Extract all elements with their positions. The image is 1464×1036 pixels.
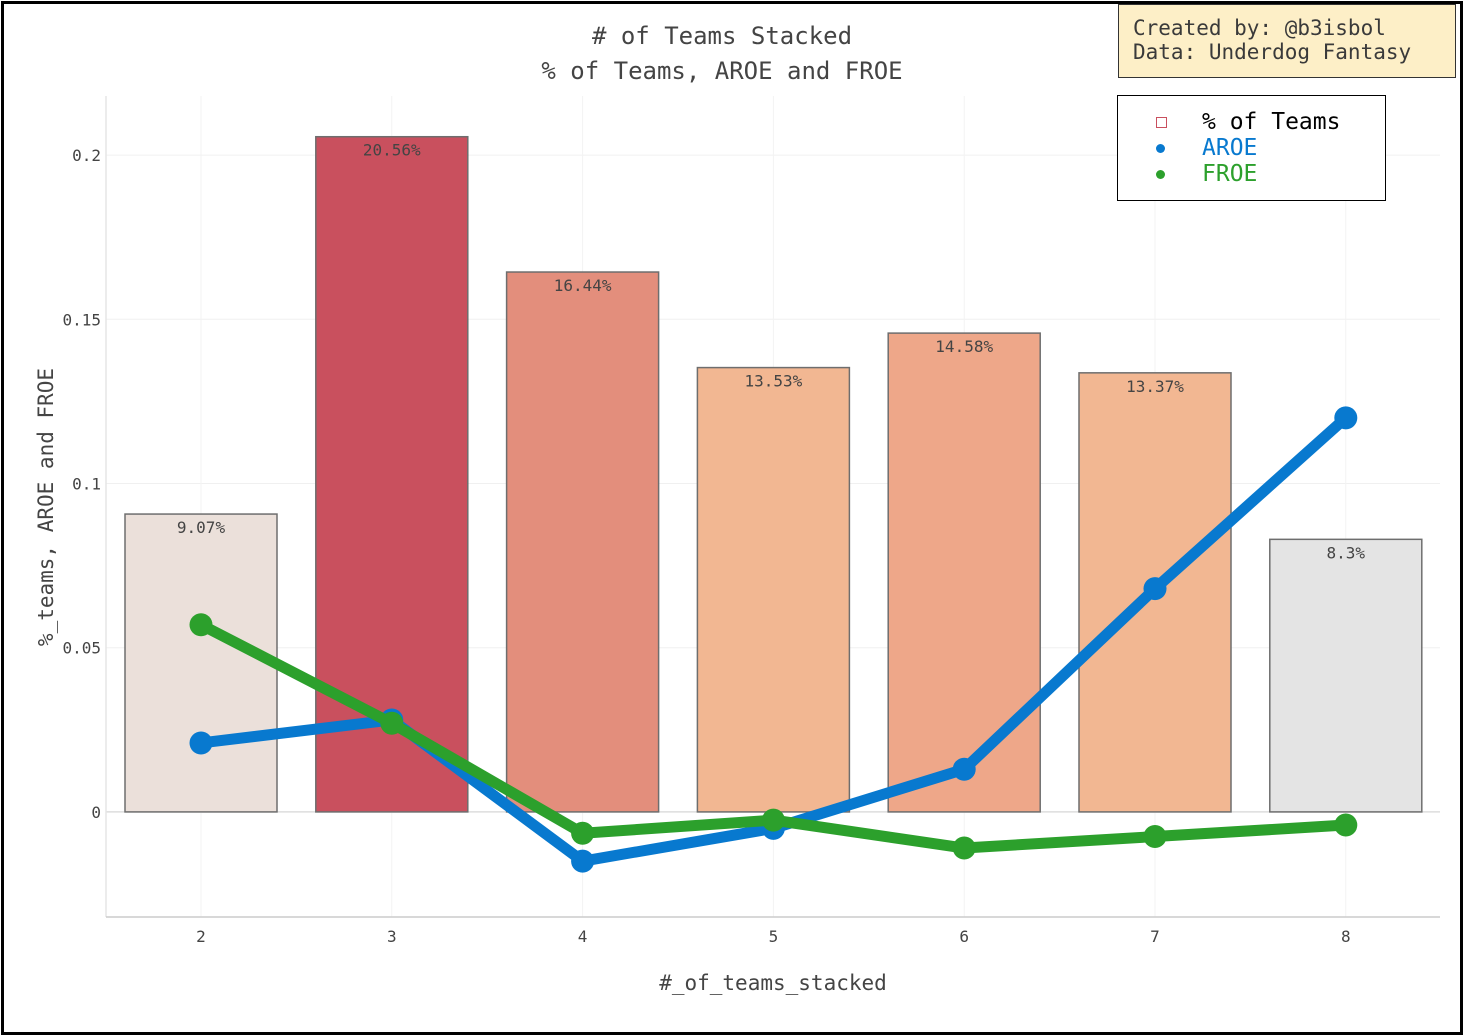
legend-square-icon: [1156, 117, 1167, 128]
legend-label: % of Teams: [1202, 109, 1341, 135]
bar[interactable]: [887, 332, 1041, 813]
legend-item-pct-teams[interactable]: % of Teams: [1118, 109, 1387, 135]
bar-data-label: 16.44%: [554, 276, 612, 295]
series-point[interactable]: [1143, 825, 1167, 849]
x-tick-label: 6: [959, 927, 969, 946]
series-point[interactable]: [380, 711, 404, 735]
series-point[interactable]: [1334, 813, 1358, 837]
chart-title: # of Teams Stacked: [592, 22, 852, 50]
y-tick-label: 0.1: [72, 475, 101, 494]
series-point[interactable]: [571, 821, 595, 845]
legend-item-froe[interactable]: FROE: [1118, 161, 1387, 187]
chart-subtitle: % of Teams, AROE and FROE: [541, 57, 902, 85]
x-axis-label: #_of_teams_stacked: [659, 971, 887, 995]
bar-data-label: 20.56%: [363, 141, 421, 160]
x-tick-label: 2: [196, 927, 206, 946]
lines: [189, 406, 1358, 873]
y-tick-label: 0.15: [62, 310, 101, 329]
legend-label: FROE: [1202, 161, 1258, 187]
bar-data-label: 9.07%: [177, 518, 226, 537]
x-tick-label: 4: [578, 927, 588, 946]
bar[interactable]: [124, 513, 278, 813]
bar[interactable]: [1269, 538, 1423, 813]
legend-item-aroe[interactable]: AROE: [1118, 135, 1387, 161]
created-by-text: Created by: @b3isbol: [1133, 16, 1386, 40]
bar-data-label: 13.37%: [1126, 377, 1184, 396]
bar-data-label: 13.53%: [745, 372, 803, 391]
y-axis-label: %_teams, AROE and FROE: [34, 368, 58, 646]
series-point[interactable]: [952, 836, 976, 860]
bar-data-label: 14.58%: [935, 337, 993, 356]
bar[interactable]: [696, 366, 851, 813]
legend-dot-icon: [1156, 170, 1165, 179]
series-point[interactable]: [189, 613, 213, 637]
series-point[interactable]: [761, 808, 785, 832]
x-tick-label: 8: [1341, 927, 1351, 946]
series-point[interactable]: [571, 849, 595, 873]
y-tick-label: 0: [91, 803, 101, 822]
credit-annotation: Created by: @b3isbol Data: Underdog Fant…: [1118, 4, 1456, 78]
series-froe: [189, 613, 1358, 860]
legend: % of Teams AROE FROE: [1117, 95, 1386, 201]
y-tick-label: 0.2: [72, 146, 101, 165]
legend-label: AROE: [1202, 135, 1258, 161]
series-point[interactable]: [952, 757, 976, 781]
series-point[interactable]: [1143, 577, 1167, 601]
bar[interactable]: [505, 271, 660, 813]
series-point[interactable]: [189, 731, 213, 755]
bar-data-label: 8.3%: [1327, 543, 1366, 562]
x-tick-label: 7: [1150, 927, 1160, 946]
series-point[interactable]: [1334, 406, 1358, 430]
x-tick-label: 5: [769, 927, 779, 946]
x-tick-label: 3: [387, 927, 397, 946]
y-tick-label: 0.05: [62, 639, 101, 658]
data-source-text: Data: Underdog Fantasy: [1133, 40, 1412, 64]
axes: 0 0.05 0.1 0.15 0.2 2 3 4 5 6 7 8: [62, 96, 1440, 946]
legend-dot-icon: [1156, 144, 1165, 153]
